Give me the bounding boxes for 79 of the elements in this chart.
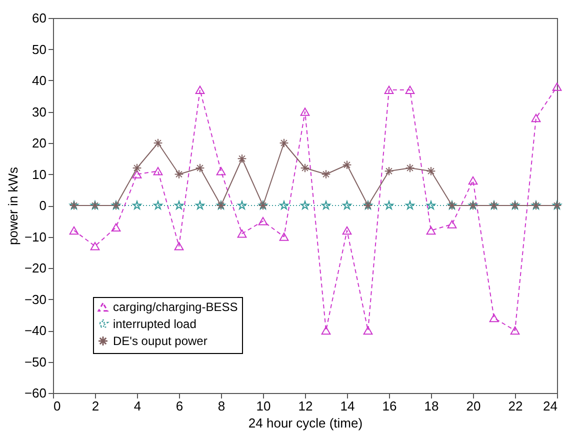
point [321, 170, 331, 179]
x-tick-label: 4 [134, 398, 142, 414]
y-tick-label: −30 [24, 292, 46, 307]
point [405, 86, 415, 94]
x-tick-label: 0 [54, 398, 61, 414]
point [447, 220, 457, 228]
y-axis-title: power in kWs [5, 166, 20, 246]
point [363, 326, 373, 335]
x-tick-label: 8 [218, 398, 226, 414]
point [468, 176, 478, 185]
point [174, 242, 184, 250]
point [279, 232, 289, 241]
x-tick-label: 2 [92, 398, 100, 414]
point [132, 170, 142, 178]
y-tick-label: −10 [24, 229, 46, 244]
legend-label: carging/charging-BESS [113, 300, 238, 314]
y-tick-label: −60 [24, 386, 46, 400]
point [153, 138, 163, 148]
x-tick-label: 16 [382, 398, 397, 414]
point [531, 114, 541, 122]
point [552, 82, 562, 91]
point [384, 166, 394, 176]
point [111, 223, 121, 232]
point [280, 200, 288, 210]
x-tick-label: 12 [298, 398, 313, 414]
point [300, 200, 310, 210]
legend-label: DE's ouput power [113, 334, 208, 348]
x-tick-label: 24 [543, 398, 558, 414]
point [195, 163, 205, 173]
x-tick-label: 18 [424, 398, 439, 414]
point [321, 326, 331, 335]
point [322, 200, 330, 210]
point [196, 200, 204, 210]
point [132, 163, 142, 173]
point [384, 86, 394, 94]
point [195, 86, 205, 94]
point [426, 166, 436, 176]
legend-label: interrupted load [113, 317, 196, 331]
y-tick-label: 30 [32, 104, 46, 120]
point [154, 200, 162, 210]
point [300, 108, 310, 116]
x-tick-label: 14 [340, 398, 355, 414]
point [132, 200, 142, 210]
y-tick-label: 60 [32, 10, 46, 26]
x-axis-title: 24 hour cycle (time) [248, 416, 363, 430]
point [153, 167, 163, 176]
point [237, 154, 247, 164]
point [406, 200, 414, 210]
point [90, 242, 100, 250]
point [238, 200, 246, 210]
y-tick-label: −40 [24, 323, 46, 338]
point [69, 226, 79, 235]
y-tick-label: 40 [32, 73, 46, 88]
point [216, 167, 226, 176]
y-tick-label: 10 [32, 166, 46, 182]
point [342, 160, 352, 170]
point [279, 138, 289, 148]
y-tick-label: −20 [24, 260, 46, 276]
point [426, 226, 436, 235]
point [258, 217, 268, 226]
x-tick-label: 6 [176, 398, 184, 414]
point [174, 200, 184, 210]
point [426, 200, 436, 210]
point [300, 163, 310, 173]
x-tick-label: 20 [466, 398, 481, 414]
point [489, 314, 499, 322]
point [174, 170, 184, 179]
x-tick-label: 22 [508, 398, 523, 414]
point [342, 200, 352, 210]
point [405, 163, 415, 173]
point [510, 326, 520, 335]
point [237, 230, 247, 238]
y-tick-label: 0 [39, 198, 46, 213]
y-tick-label: −50 [24, 354, 46, 370]
y-tick-label: 20 [32, 136, 46, 150]
x-tick-label: 10 [256, 398, 271, 414]
y-tick-label: 50 [32, 42, 46, 57]
point [342, 226, 352, 235]
point [384, 200, 394, 210]
